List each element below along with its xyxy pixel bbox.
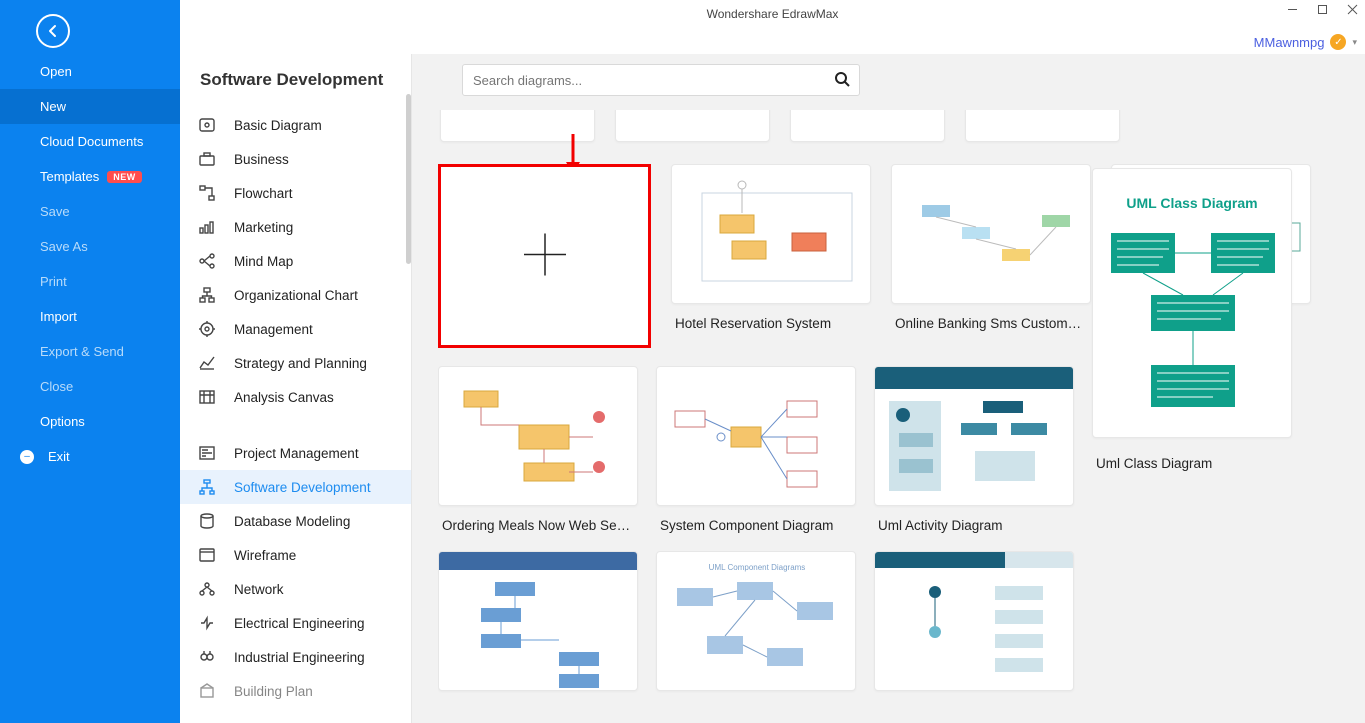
category-list-top: Basic Diagram Business Flowchart Marketi… [180,108,411,414]
maximize-icon[interactable] [1315,4,1329,18]
cat-basic-diagram[interactable]: Basic Diagram [180,108,411,142]
cat-analysis-canvas[interactable]: Analysis Canvas [180,380,411,414]
menu-exit[interactable]: – Exit [0,439,180,474]
menu-cloud-documents[interactable]: Cloud Documents [0,124,180,159]
svg-text:UML Component Diagrams: UML Component Diagrams [709,563,806,572]
category-sidebar: Software Development Basic Diagram Busin… [180,54,412,723]
category-title: Software Development [180,54,411,108]
cat-flowchart[interactable]: Flowchart [180,176,411,210]
thumb-icon [672,165,871,304]
database-icon [198,512,216,530]
thumb-icon: UML Component Diagrams [657,552,856,691]
cat-management[interactable]: Management [180,312,411,346]
thumb-icon [439,552,638,691]
exit-icon: – [20,450,34,464]
cat-marketing[interactable]: Marketing [180,210,411,244]
template-hotel-reservation[interactable] [671,164,871,304]
thumb-icon [657,367,856,506]
menu-export-send[interactable]: Export & Send [0,334,180,369]
template-label: Uml Activity Diagram [874,506,1074,533]
user-dropdown-icon[interactable]: ▾ [1352,37,1357,48]
basic-diagram-icon [198,116,216,134]
thumb-icon [1093,215,1292,435]
template-card-partial-1[interactable] [438,551,638,691]
menu-save[interactable]: Save [0,194,180,229]
cat-industrial[interactable]: Industrial Engineering [180,640,411,674]
minimize-icon[interactable] [1285,4,1299,18]
thumb-icon [892,165,1091,304]
building-icon [198,682,216,700]
menu-options[interactable]: Options [0,404,180,439]
network-icon [198,580,216,598]
search-box[interactable] [462,64,860,96]
template-ordering-meals[interactable] [438,366,638,506]
window-controls [1285,4,1359,18]
template-card-partial-2[interactable]: UML Component Diagrams [656,551,856,691]
app-title: Wondershare EdrawMax [707,7,839,21]
cat-software-dev[interactable]: Software Development [180,470,411,504]
menu-save-as[interactable]: Save As [0,229,180,264]
search-icon[interactable] [833,70,851,91]
category-scrollbar[interactable] [406,94,411,264]
wireframe-icon [198,546,216,564]
user-area[interactable]: MMawnmpg ✓ ▾ [1254,34,1357,50]
menu-open[interactable]: Open [0,54,180,89]
cat-database[interactable]: Database Modeling [180,504,411,538]
orgchart-icon [198,286,216,304]
template-label: System Component Diagram [656,506,856,533]
template-label: Online Banking Sms Customer S... [891,304,1091,331]
file-sidebar: Open New Cloud Documents Templates NEW S… [0,0,180,723]
cat-mind-map[interactable]: Mind Map [180,244,411,278]
cat-network[interactable]: Network [180,572,411,606]
template-card-partial-3[interactable] [874,551,1074,691]
flowchart-icon [198,184,216,202]
cat-electrical[interactable]: Electrical Engineering [180,606,411,640]
template-label: Hotel Reservation System [671,304,871,331]
canvas-icon [198,388,216,406]
new-badge: NEW [107,171,142,183]
category-list-bottom: Project Management Software Development … [180,436,411,708]
template-grid: Hotel Reservation System Online Banking … [438,110,1325,723]
menu-new[interactable]: New [0,89,180,124]
thumb-icon [875,552,1074,691]
template-system-component[interactable] [656,366,856,506]
template-uml-class[interactable]: UML Class Diagram [1092,168,1292,438]
plus-icon [520,230,570,283]
business-icon [198,150,216,168]
main-content: Hotel Reservation System Online Banking … [412,54,1365,723]
menu-import[interactable]: Import [0,299,180,334]
cat-building-plan[interactable]: Building Plan [180,674,411,708]
management-icon [198,320,216,338]
project-icon [198,444,216,462]
search-input[interactable] [473,73,833,88]
cat-wireframe[interactable]: Wireframe [180,538,411,572]
thumb-icon [875,367,1074,506]
close-icon[interactable] [1345,4,1359,18]
user-name: MMawnmpg [1254,35,1325,50]
cat-org-chart[interactable]: Organizational Chart [180,278,411,312]
template-uml-activity[interactable] [874,366,1074,506]
template-label: Ordering Meals Now Web Service [438,506,638,533]
menu-templates[interactable]: Templates NEW [0,159,180,194]
software-dev-icon [198,478,216,496]
back-button[interactable] [36,14,70,48]
uml-header: UML Class Diagram [1093,169,1291,211]
cat-project-mgmt[interactable]: Project Management [180,436,411,470]
marketing-icon [198,218,216,236]
cat-strategy[interactable]: Strategy and Planning [180,346,411,380]
cat-business[interactable]: Business [180,142,411,176]
user-badge-icon: ✓ [1330,34,1346,50]
industrial-icon [198,648,216,666]
menu-close[interactable]: Close [0,369,180,404]
strategy-icon [198,354,216,372]
mindmap-icon [198,252,216,270]
menu-print[interactable]: Print [0,264,180,299]
thumb-icon [439,367,638,506]
template-online-banking[interactable] [891,164,1091,304]
title-bar: Wondershare EdrawMax [180,0,1365,28]
blank-template-card[interactable] [438,164,651,348]
electrical-icon [198,614,216,632]
template-label: Uml Class Diagram [1092,444,1292,471]
